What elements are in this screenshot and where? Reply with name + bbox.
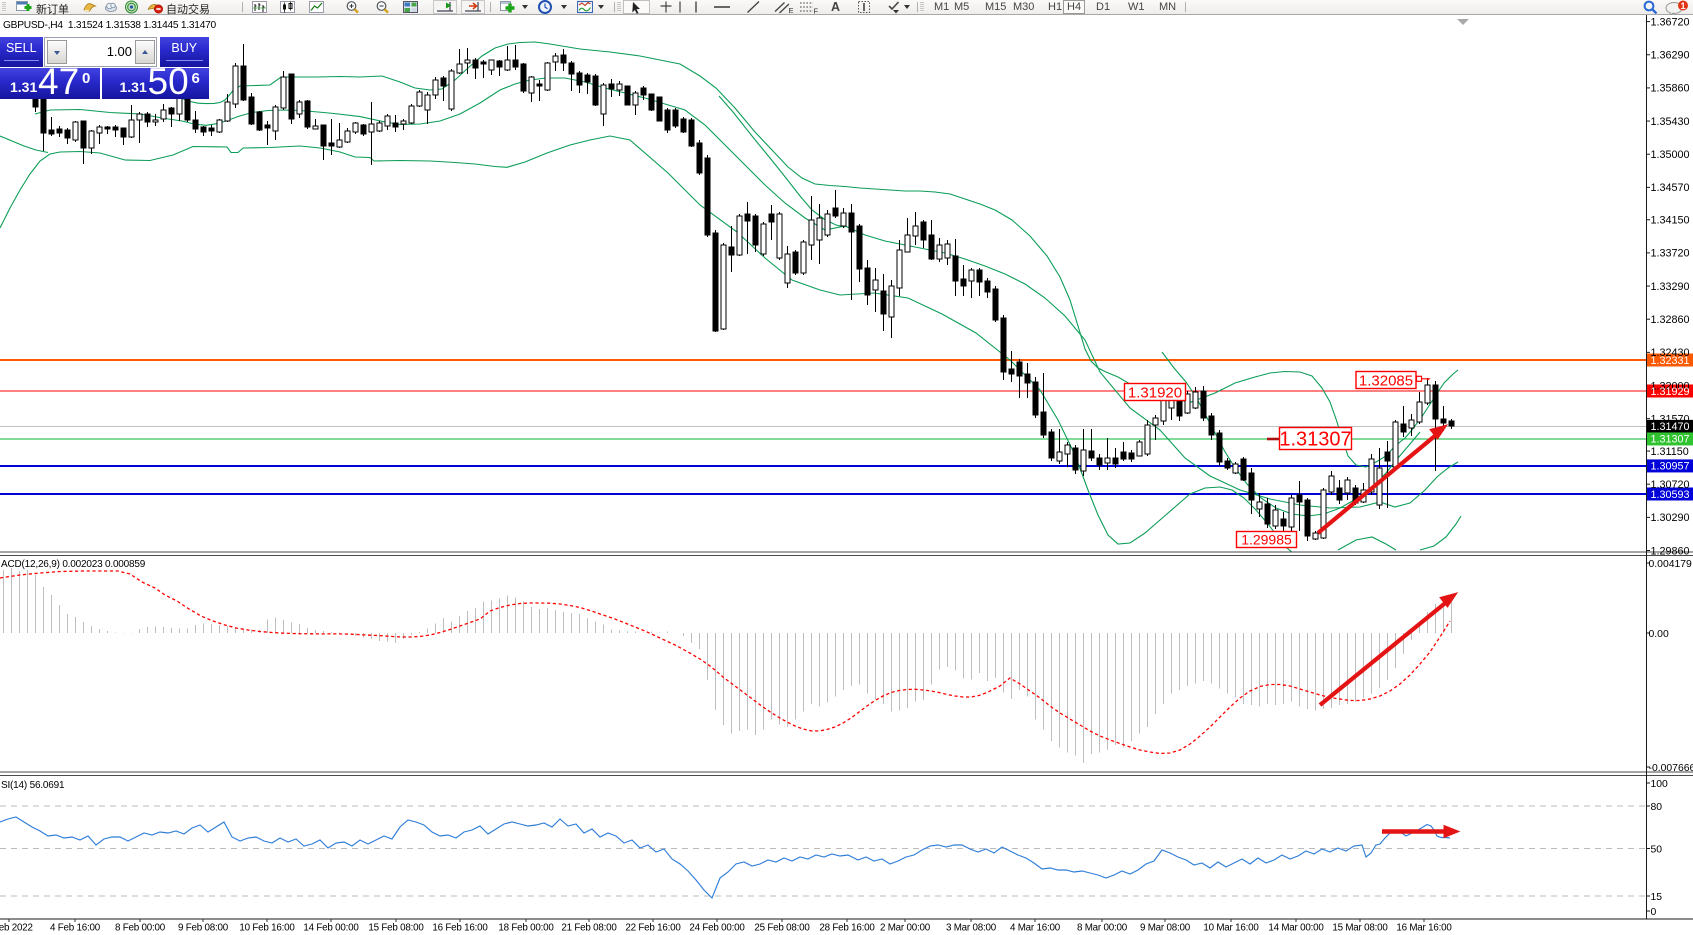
svg-text:F: F [814,7,819,15]
svg-text:16 Mar 16:00: 16 Mar 16:00 [1396,923,1452,934]
svg-text:4 Feb 16:00: 4 Feb 16:00 [50,923,101,934]
svg-text:1.35430: 1.35430 [1651,116,1690,128]
svg-text:1.32000: 1.32000 [1651,380,1690,392]
svg-text:1.33290: 1.33290 [1651,281,1690,293]
svg-text:80: 80 [1651,802,1663,813]
svg-text:9 Mar 08:00: 9 Mar 08:00 [1140,923,1191,934]
svg-text:GBPUSD-,H4 1.31524 1.31538 1.: GBPUSD-,H4 1.31524 1.31538 1.31445 1.314… [3,20,217,31]
svg-text:3 Mar 08:00: 3 Mar 08:00 [946,923,997,934]
svg-text:10 Mar 16:00: 10 Mar 16:00 [1203,923,1259,934]
svg-text:1.32331: 1.32331 [1651,355,1690,367]
svg-text:1.32430: 1.32430 [1651,347,1690,359]
svg-text:16 Feb 16:00: 16 Feb 16:00 [432,923,488,934]
svg-text:4 Mar 16:00: 4 Mar 16:00 [1010,923,1061,934]
svg-text:1.36720: 1.36720 [1651,16,1690,28]
svg-text:1.31929: 1.31929 [1651,386,1690,398]
svg-text:14 Feb 00:00: 14 Feb 00:00 [303,923,359,934]
svg-text:0: 0 [1651,907,1657,918]
svg-text:1.31470: 1.31470 [1651,421,1690,433]
svg-text:1.29985: 1.29985 [1241,532,1292,548]
svg-text:1.33720: 1.33720 [1651,248,1690,260]
svg-text:1.32860: 1.32860 [1651,314,1690,326]
svg-text:-0.007666: -0.007666 [1649,763,1693,774]
svg-text:1.34570: 1.34570 [1651,182,1690,194]
svg-text:1.35860: 1.35860 [1651,83,1690,95]
svg-text:1.31307: 1.31307 [1279,429,1351,451]
svg-text:E: E [789,6,794,14]
svg-text:1.35000: 1.35000 [1651,149,1690,161]
svg-text:1.31150: 1.31150 [1651,446,1689,458]
svg-text:28 Feb 16:00: 28 Feb 16:00 [819,923,875,934]
svg-text:1.31570: 1.31570 [1651,413,1690,425]
svg-text:1.29860: 1.29860 [1651,545,1690,557]
svg-text:50: 50 [1651,844,1663,855]
svg-text:15 Feb 08:00: 15 Feb 08:00 [368,923,424,934]
svg-text:1.31920: 1.31920 [1128,384,1182,401]
svg-text:15: 15 [1651,892,1663,903]
svg-text:1.30720: 1.30720 [1651,479,1690,491]
svg-text:SI(14) 56.0691: SI(14) 56.0691 [1,780,65,791]
svg-text:100: 100 [1651,779,1669,790]
svg-text:8 Mar 00:00: 8 Mar 00:00 [1077,923,1128,934]
svg-text:3 Feb 2022: 3 Feb 2022 [0,923,33,934]
svg-text:1.34150: 1.34150 [1651,215,1690,227]
svg-text:ACD(12,26,9) 0.002023 0.000859: ACD(12,26,9) 0.002023 0.000859 [1,559,146,570]
svg-text:1.36290: 1.36290 [1651,50,1690,62]
svg-text:18 Feb 00:00: 18 Feb 00:00 [498,923,554,934]
svg-text:8 Feb 00:00: 8 Feb 00:00 [115,923,166,934]
svg-text:1.30957: 1.30957 [1651,461,1690,473]
svg-text:15 Mar 08:00: 15 Mar 08:00 [1332,923,1388,934]
svg-text:1: 1 [1680,1,1685,11]
svg-text:22 Feb 16:00: 22 Feb 16:00 [625,923,681,934]
svg-text:2 Mar 00:00: 2 Mar 00:00 [880,923,931,934]
svg-text:24 Feb 00:00: 24 Feb 00:00 [689,923,745,934]
svg-text:1.32085: 1.32085 [1359,372,1413,389]
svg-text:1.31307: 1.31307 [1651,434,1690,446]
svg-text:21 Feb 08:00: 21 Feb 08:00 [561,923,617,934]
svg-text:1.30290: 1.30290 [1651,512,1690,524]
svg-text:25 Feb 08:00: 25 Feb 08:00 [754,923,810,934]
svg-text:1.30593: 1.30593 [1651,489,1690,501]
svg-text:0.004179: 0.004179 [1649,559,1693,570]
svg-text:0.00: 0.00 [1649,629,1669,640]
svg-text:10 Feb 16:00: 10 Feb 16:00 [239,923,295,934]
svg-text:9 Feb 08:00: 9 Feb 08:00 [178,923,229,934]
svg-text:14 Mar 00:00: 14 Mar 00:00 [1268,923,1324,934]
